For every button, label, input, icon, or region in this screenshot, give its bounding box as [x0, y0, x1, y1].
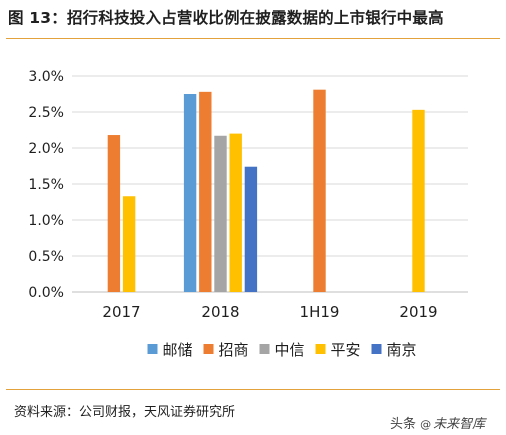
watermark-at-icon: @: [420, 418, 432, 431]
source-note: 资料来源：公司财报，天风证券研究所: [14, 405, 236, 420]
y-tick-label: 2.5%: [28, 105, 64, 121]
y-tick-label: 3.0%: [28, 69, 64, 85]
watermark-prefix: 头条: [390, 417, 417, 432]
watermark: 头条 @ 未来智库: [390, 413, 485, 432]
y-tick-label: 1.5%: [28, 177, 64, 193]
x-tick-label: 2019: [399, 303, 437, 321]
title-divider: [6, 38, 500, 39]
watermark-name: 未来智库: [433, 417, 486, 432]
bar-2018-南京: [244, 166, 258, 292]
legend-swatch-中信: [259, 344, 270, 354]
source-divider: [6, 389, 500, 390]
legend: 邮储 招商 中信 平安 南京: [147, 341, 417, 359]
y-tick-label: 0.0%: [28, 285, 64, 301]
y-axis-tick-labels: 0.0% 0.5% 1.0% 1.5% 2.0% 2.5% 3.0%: [28, 69, 64, 301]
bar-2017-招商: [107, 135, 121, 292]
y-tick-label: 2.0%: [28, 141, 64, 157]
bar-2018-中信: [214, 135, 227, 292]
legend-swatch-招商: [203, 344, 214, 354]
bar-2018-邮储: [183, 94, 197, 292]
x-tick-label: 2018: [201, 303, 239, 321]
legend-swatch-南京: [371, 344, 382, 354]
legend-label: 招商: [219, 341, 249, 359]
bar-2018-平安: [229, 133, 242, 292]
bar-2019-平安: [412, 109, 425, 292]
x-tick-label: 1H19: [300, 303, 340, 321]
x-axis-tick-labels: 2017 2018 1H19 2019: [102, 303, 437, 321]
y-tick-label: 1.0%: [28, 213, 64, 229]
y-tick-label: 0.5%: [28, 249, 64, 265]
bar-2017-平安: [122, 196, 136, 292]
gridlines: [72, 75, 468, 293]
bar-1H19-招商: [313, 89, 326, 293]
bars: [107, 89, 425, 293]
bar-chart: 0.0% 0.5% 1.0% 1.5% 2.0% 2.5% 3.0% 2017 2018 1H1…: [28, 69, 468, 359]
legend-label: 平安: [331, 341, 361, 359]
x-tick-label: 2017: [102, 303, 140, 321]
figure-title: 图 13：招行科技投入占营收比例在披露数据的上市银行中最高: [8, 9, 444, 27]
legend-label: 邮储: [163, 341, 193, 359]
legend-swatch-邮储: [147, 344, 158, 354]
legend-label: 南京: [387, 341, 417, 359]
legend-swatch-平安: [315, 344, 326, 354]
bar-2018-招商: [199, 91, 212, 292]
legend-label: 中信: [275, 341, 305, 359]
